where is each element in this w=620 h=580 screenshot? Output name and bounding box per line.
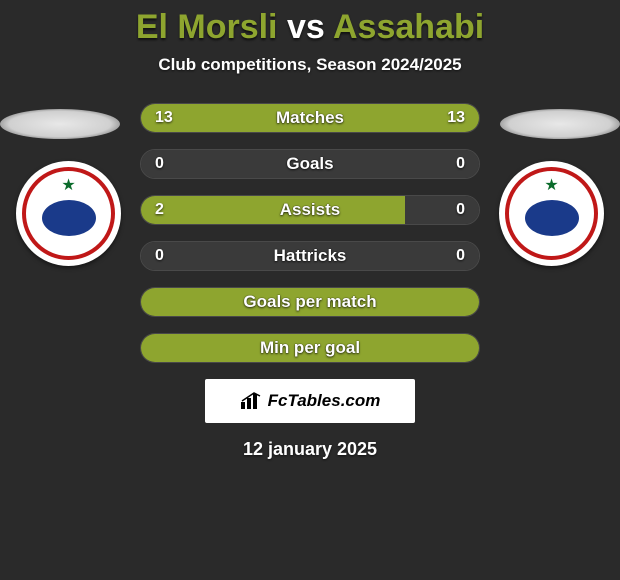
stat-value-right: 0: [442, 196, 479, 224]
stat-bars: Matches1313Goals00Assists20Hattricks00Go…: [140, 103, 480, 363]
branding-box: FcTables.com: [205, 379, 415, 423]
branding-chart-icon: [240, 392, 262, 410]
stat-label: Hattricks: [141, 242, 479, 270]
stat-value-right: 0: [442, 242, 479, 270]
title-player1: El Morsli: [136, 8, 278, 46]
stat-value-left: 2: [141, 196, 178, 224]
stat-label: Goals per match: [141, 288, 479, 316]
player-shadow-right: [500, 109, 620, 139]
stat-label: Matches: [141, 104, 479, 132]
club-star-right: ★: [544, 178, 558, 194]
title-player2: Assahabi: [333, 8, 484, 46]
stat-label: Assists: [141, 196, 479, 224]
club-star-left: ★: [61, 178, 75, 194]
stat-value-left: 13: [141, 104, 187, 132]
stat-row-matches: Matches13 13: [140, 103, 480, 133]
stat-row-goals: Goals0 0: [140, 149, 480, 179]
comparison-arena: ★ ★ Matches1313Goals00Assists20Hattricks…: [0, 103, 620, 363]
stat-value-left: 0: [141, 242, 178, 270]
stat-row-assists: Assists2 0: [140, 195, 480, 225]
stat-value-right: 13: [433, 104, 479, 132]
stat-value-left: 0: [141, 150, 178, 178]
stat-label: Min per goal: [141, 334, 479, 362]
stat-row-hattricks: Hattricks0 0: [140, 241, 480, 271]
club-badge-left: ★: [16, 161, 121, 266]
player-shadow-left: [0, 109, 120, 139]
stat-value-right: 0: [442, 150, 479, 178]
stat-row-min-per-goal: Min per goal: [140, 333, 480, 363]
title-vs: vs: [287, 8, 325, 46]
club-badge-right: ★: [499, 161, 604, 266]
club-ball-left: [42, 200, 96, 236]
page-title: El Morsli vs Assahabi: [0, 0, 620, 47]
branding-text: FcTables.com: [268, 391, 381, 411]
club-ball-right: [525, 200, 579, 236]
footer-date: 12 january 2025: [0, 439, 620, 460]
subtitle: Club competitions, Season 2024/2025: [0, 55, 620, 75]
stat-label: Goals: [141, 150, 479, 178]
stat-row-goals-per-match: Goals per match: [140, 287, 480, 317]
